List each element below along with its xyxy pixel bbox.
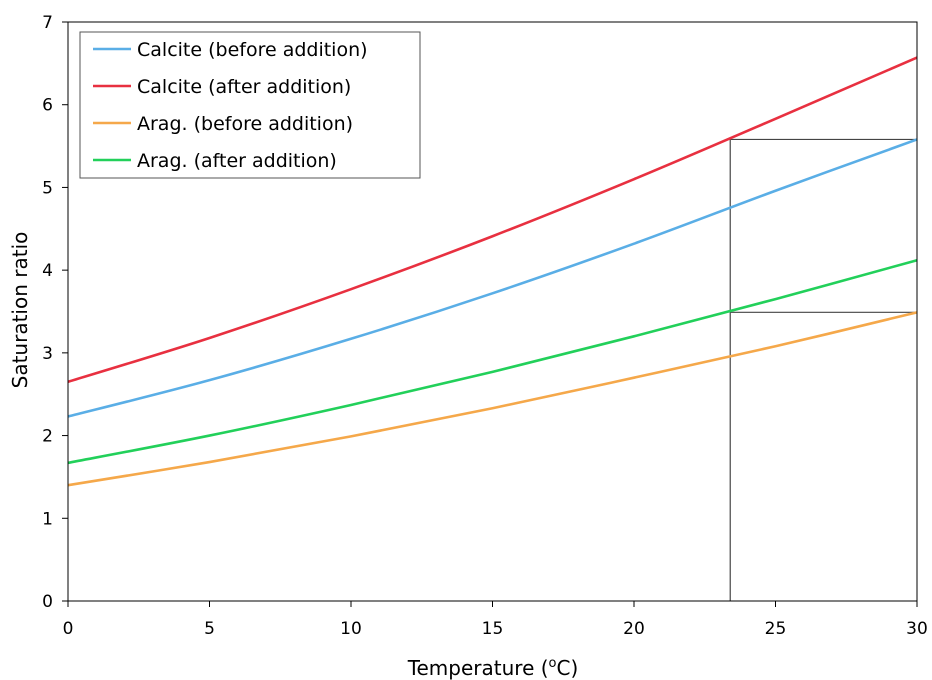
x-tick-label: 15 [482,619,504,639]
x-tick-label: 30 [906,619,928,639]
legend-box [79,31,421,179]
y-tick-label: 2 [42,427,53,447]
y-tick-label: 3 [42,344,53,364]
series-line-3 [67,311,918,487]
y-tick-label: 6 [42,96,53,116]
x-axis-title: Temperature (oC) [407,656,579,680]
x-tick-label: 10 [340,619,362,639]
y-tick-label: 1 [42,509,53,529]
series-line-4 [67,258,918,465]
y-tick-label: 0 [42,592,53,612]
x-tick-label: 20 [623,619,645,639]
x-tick-label: 25 [765,619,787,639]
y-axis-title: Saturation ratio [8,232,32,389]
y-tick-label: 4 [42,261,53,281]
legend: Calcite (before addition) Calcite (after … [79,31,421,179]
series-line-2 [67,56,918,384]
y-tick-label: 5 [42,178,53,198]
series-line-1 [67,138,918,418]
legend-label: Arag. (after addition) [137,150,337,172]
y-tick-label: 7 [42,13,53,33]
x-tick-label: 5 [204,619,215,639]
legend-label: Calcite (after addition) [137,76,351,98]
legend-label: Arag. (before addition) [137,113,353,135]
x-tick-label: 0 [63,619,74,639]
axes: 0 5 10 15 20 25 30 0 1 2 3 4 5 6 7 [42,13,928,639]
plot-area [67,56,918,601]
legend-label: Calcite (before addition) [137,39,368,61]
